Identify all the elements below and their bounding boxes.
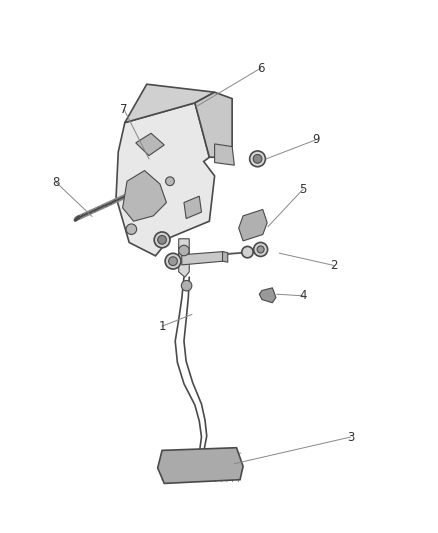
Polygon shape — [182, 252, 223, 265]
Polygon shape — [239, 209, 267, 241]
Polygon shape — [136, 133, 164, 156]
Polygon shape — [259, 288, 276, 303]
Circle shape — [254, 243, 268, 256]
Text: 6: 6 — [257, 62, 265, 75]
Circle shape — [158, 236, 166, 244]
Circle shape — [154, 232, 170, 248]
Circle shape — [250, 151, 265, 167]
Polygon shape — [195, 92, 232, 157]
Circle shape — [257, 246, 264, 253]
Circle shape — [181, 280, 192, 291]
Text: 8: 8 — [53, 176, 60, 189]
Text: 5: 5 — [300, 183, 307, 196]
Polygon shape — [223, 252, 228, 262]
Text: 9: 9 — [312, 133, 320, 146]
Polygon shape — [215, 144, 234, 165]
Circle shape — [179, 245, 189, 256]
Circle shape — [169, 257, 177, 265]
Circle shape — [126, 224, 137, 235]
Circle shape — [253, 155, 262, 163]
Text: 3: 3 — [347, 431, 354, 443]
Circle shape — [166, 177, 174, 185]
Text: 4: 4 — [299, 289, 307, 302]
Polygon shape — [125, 84, 215, 123]
Text: 2: 2 — [330, 259, 338, 272]
Circle shape — [242, 246, 253, 258]
Text: 7: 7 — [120, 103, 128, 116]
Polygon shape — [158, 448, 243, 483]
Polygon shape — [184, 196, 201, 219]
Polygon shape — [116, 103, 215, 256]
Polygon shape — [123, 171, 166, 221]
Polygon shape — [179, 239, 189, 277]
Circle shape — [165, 253, 181, 269]
Text: 1: 1 — [158, 320, 166, 333]
